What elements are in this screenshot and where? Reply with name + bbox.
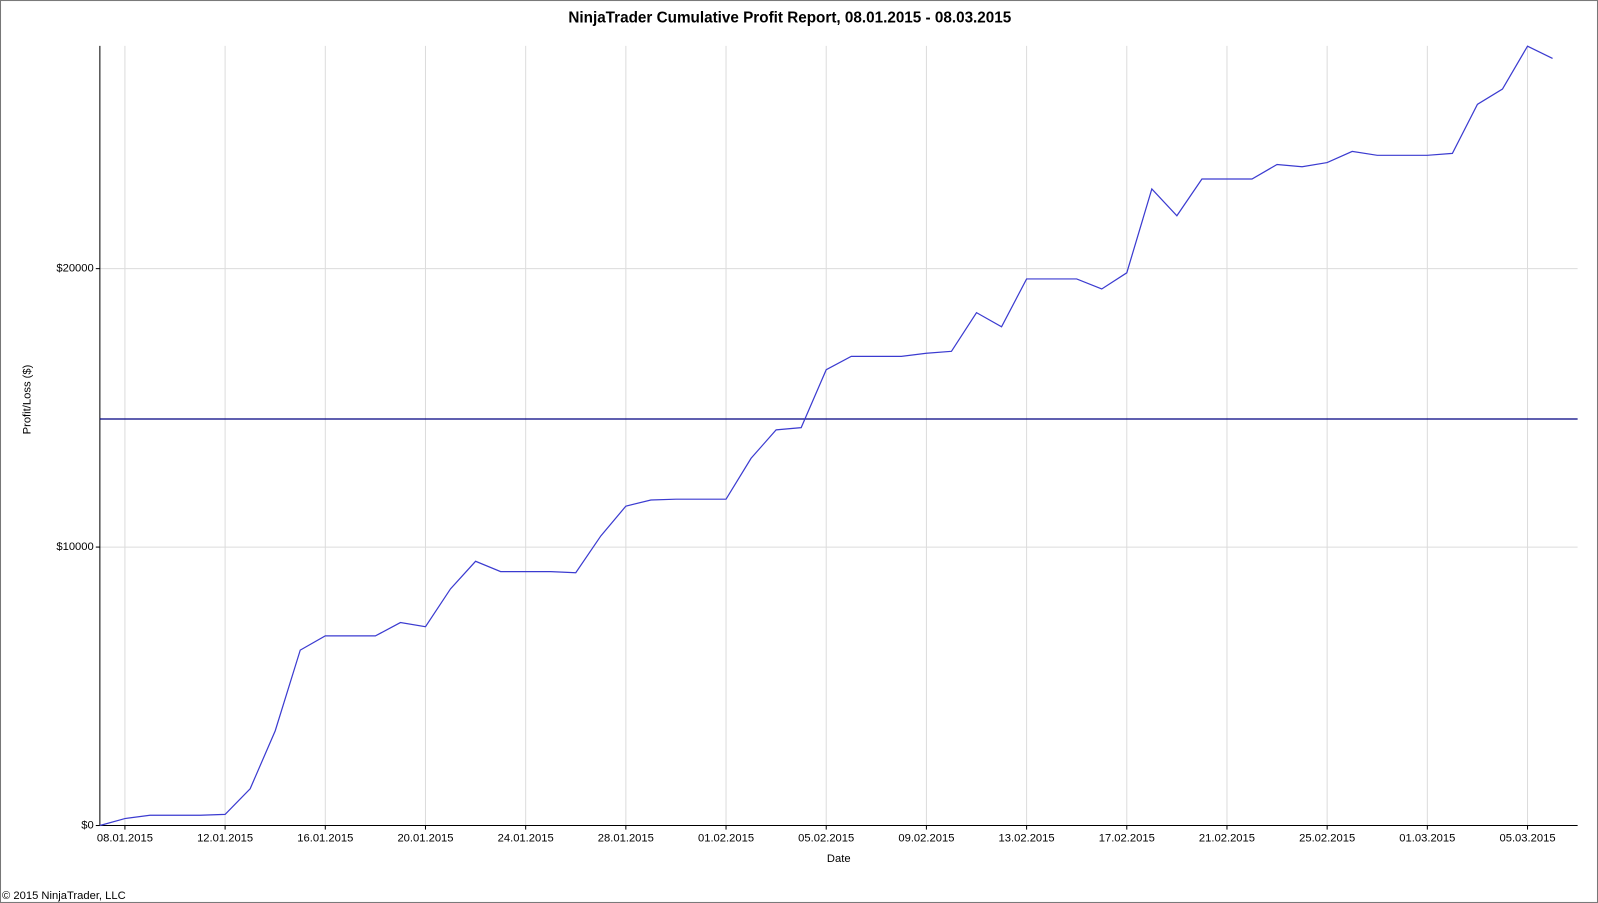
x-tick-label: 16.01.2015 (297, 833, 353, 845)
x-tick-label: 05.02.2015 (798, 833, 854, 845)
chart-title: NinjaTrader Cumulative Profit Report, 08… (568, 9, 1011, 26)
x-tick-label: 09.02.2015 (898, 833, 954, 845)
y-tick-label: $20000 (56, 263, 93, 275)
x-tick-label: 24.01.2015 (498, 833, 554, 845)
x-tick-label: 20.01.2015 (397, 833, 453, 845)
x-tick-label: 17.02.2015 (1099, 833, 1155, 845)
x-tick-label: 28.01.2015 (598, 833, 654, 845)
x-tick-label: 25.02.2015 (1299, 833, 1355, 845)
x-axis-label: Date (827, 853, 851, 865)
x-tick-label: 01.02.2015 (698, 833, 754, 845)
footer: © 2015 NinjaTrader, LLC (2, 890, 126, 902)
y-axis-label: Profit/Loss ($) (21, 364, 33, 434)
y-tick-label: $0 (81, 819, 93, 831)
y-tick-label: $10000 (56, 541, 93, 553)
x-tick-label: 08.01.2015 (97, 833, 153, 845)
x-tick-label: 13.02.2015 (999, 833, 1055, 845)
x-tick-label: 01.03.2015 (1399, 833, 1455, 845)
x-tick-label: 21.02.2015 (1199, 833, 1255, 845)
x-tick-label: 12.01.2015 (197, 833, 253, 845)
x-tick-label: 05.03.2015 (1499, 833, 1555, 845)
data-line (99, 45, 1553, 827)
